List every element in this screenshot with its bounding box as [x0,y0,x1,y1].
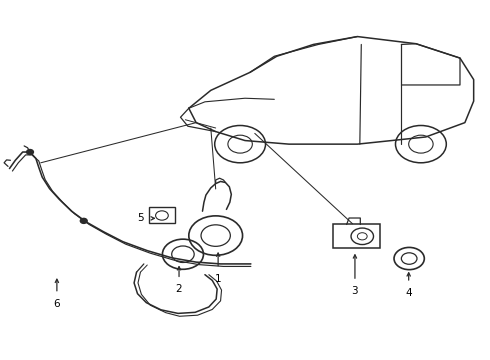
Circle shape [80,219,87,224]
Text: 3: 3 [352,286,358,296]
Bar [333,225,380,248]
Text: 6: 6 [53,299,60,309]
Bar [149,207,174,223]
Circle shape [26,149,33,154]
Text: 1: 1 [215,274,221,284]
Text: 4: 4 [405,288,412,298]
Text: 2: 2 [176,284,182,294]
Text: 5: 5 [137,213,144,223]
